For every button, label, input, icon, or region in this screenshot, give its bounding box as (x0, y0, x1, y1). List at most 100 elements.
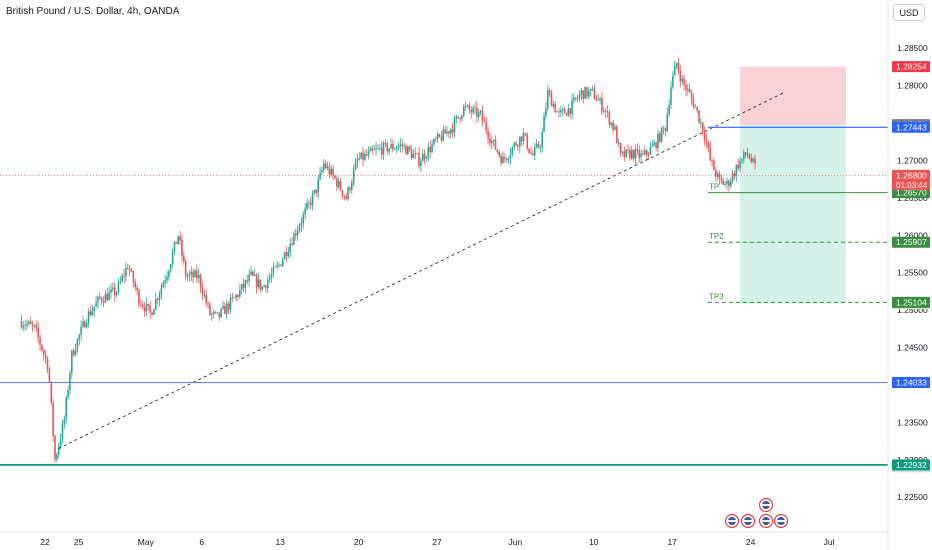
candle[interactable] (211, 313, 213, 315)
candle[interactable] (197, 274, 200, 279)
candle[interactable] (541, 131, 543, 148)
candle[interactable] (222, 306, 224, 309)
candle[interactable] (634, 148, 637, 159)
candle[interactable] (436, 134, 439, 140)
candle[interactable] (280, 264, 282, 267)
candle[interactable] (636, 148, 639, 150)
candle[interactable] (657, 133, 659, 149)
candle[interactable] (41, 344, 43, 351)
candle[interactable] (328, 166, 331, 175)
candle[interactable] (82, 321, 84, 327)
candle[interactable] (537, 143, 540, 148)
candle[interactable] (386, 143, 389, 152)
candle[interactable] (659, 133, 661, 142)
candle[interactable] (474, 107, 476, 109)
candle[interactable] (644, 150, 646, 155)
candle[interactable] (561, 109, 564, 111)
candle[interactable] (550, 93, 553, 107)
candle[interactable] (597, 99, 599, 101)
candle[interactable] (673, 65, 676, 76)
candle[interactable] (283, 252, 286, 260)
candle[interactable] (237, 295, 239, 297)
candle[interactable] (44, 354, 47, 359)
candle[interactable] (642, 153, 644, 155)
candle[interactable] (612, 122, 614, 130)
candle[interactable] (166, 276, 168, 281)
candle[interactable] (113, 287, 116, 296)
candle[interactable] (95, 302, 97, 307)
candle[interactable] (89, 311, 92, 316)
candle[interactable] (175, 241, 178, 244)
candle[interactable] (720, 177, 723, 181)
candle[interactable] (196, 270, 198, 279)
candle[interactable] (33, 324, 36, 326)
candle[interactable] (610, 122, 613, 125)
candle[interactable] (588, 91, 590, 97)
candle[interactable] (435, 139, 437, 140)
candle[interactable] (239, 289, 241, 297)
candle[interactable] (403, 145, 405, 147)
candle[interactable] (136, 287, 138, 291)
candle[interactable] (48, 369, 51, 382)
candle[interactable] (216, 312, 219, 313)
candle[interactable] (726, 180, 728, 184)
candle[interactable] (162, 283, 165, 288)
candle[interactable] (589, 88, 592, 92)
candle[interactable] (685, 84, 687, 91)
candle[interactable] (595, 99, 598, 101)
candle[interactable] (138, 290, 140, 305)
candle[interactable] (614, 126, 616, 130)
candle[interactable] (225, 303, 228, 314)
candle[interactable] (321, 169, 323, 173)
candle[interactable] (209, 304, 211, 315)
candle[interactable] (85, 323, 88, 328)
candle[interactable] (255, 274, 258, 288)
candle[interactable] (718, 173, 721, 178)
candle[interactable] (578, 94, 581, 99)
candle[interactable] (278, 264, 280, 266)
candle[interactable] (651, 145, 654, 147)
candle[interactable] (203, 294, 206, 296)
candle[interactable] (289, 243, 291, 252)
candle[interactable] (330, 168, 333, 175)
candle[interactable] (205, 294, 207, 304)
candle[interactable] (470, 110, 473, 113)
candle[interactable] (212, 311, 215, 314)
currency-button[interactable]: USD (893, 4, 925, 21)
candle[interactable] (681, 78, 683, 82)
candle[interactable] (367, 151, 370, 156)
candle[interactable] (448, 131, 450, 134)
candle[interactable] (558, 111, 560, 113)
candle[interactable] (46, 358, 49, 370)
candle[interactable] (128, 268, 131, 271)
candle[interactable] (267, 280, 269, 289)
candle[interactable] (528, 148, 530, 153)
candle[interactable] (134, 282, 137, 288)
candle[interactable] (263, 285, 265, 287)
candle[interactable] (672, 75, 674, 88)
candle[interactable] (461, 115, 463, 120)
candle[interactable] (683, 78, 685, 85)
candle[interactable] (416, 153, 418, 155)
candle[interactable] (433, 139, 435, 145)
candle[interactable] (655, 142, 657, 149)
candle[interactable] (125, 267, 127, 277)
candle[interactable] (319, 172, 321, 180)
candle[interactable] (660, 127, 663, 142)
candle[interactable] (265, 285, 267, 289)
candle[interactable] (575, 97, 577, 100)
candle[interactable] (296, 230, 299, 236)
candle[interactable] (748, 154, 751, 159)
candle[interactable] (457, 116, 459, 118)
candle[interactable] (431, 144, 433, 153)
candle[interactable] (132, 271, 135, 283)
candle[interactable] (272, 267, 275, 274)
candle[interactable] (571, 99, 573, 114)
candle[interactable] (444, 129, 446, 134)
candle[interactable] (728, 180, 730, 186)
flag-icon[interactable] (773, 513, 789, 529)
candle[interactable] (696, 106, 698, 111)
candle[interactable] (169, 264, 172, 271)
candle[interactable] (54, 435, 56, 460)
candle[interactable] (492, 139, 495, 142)
